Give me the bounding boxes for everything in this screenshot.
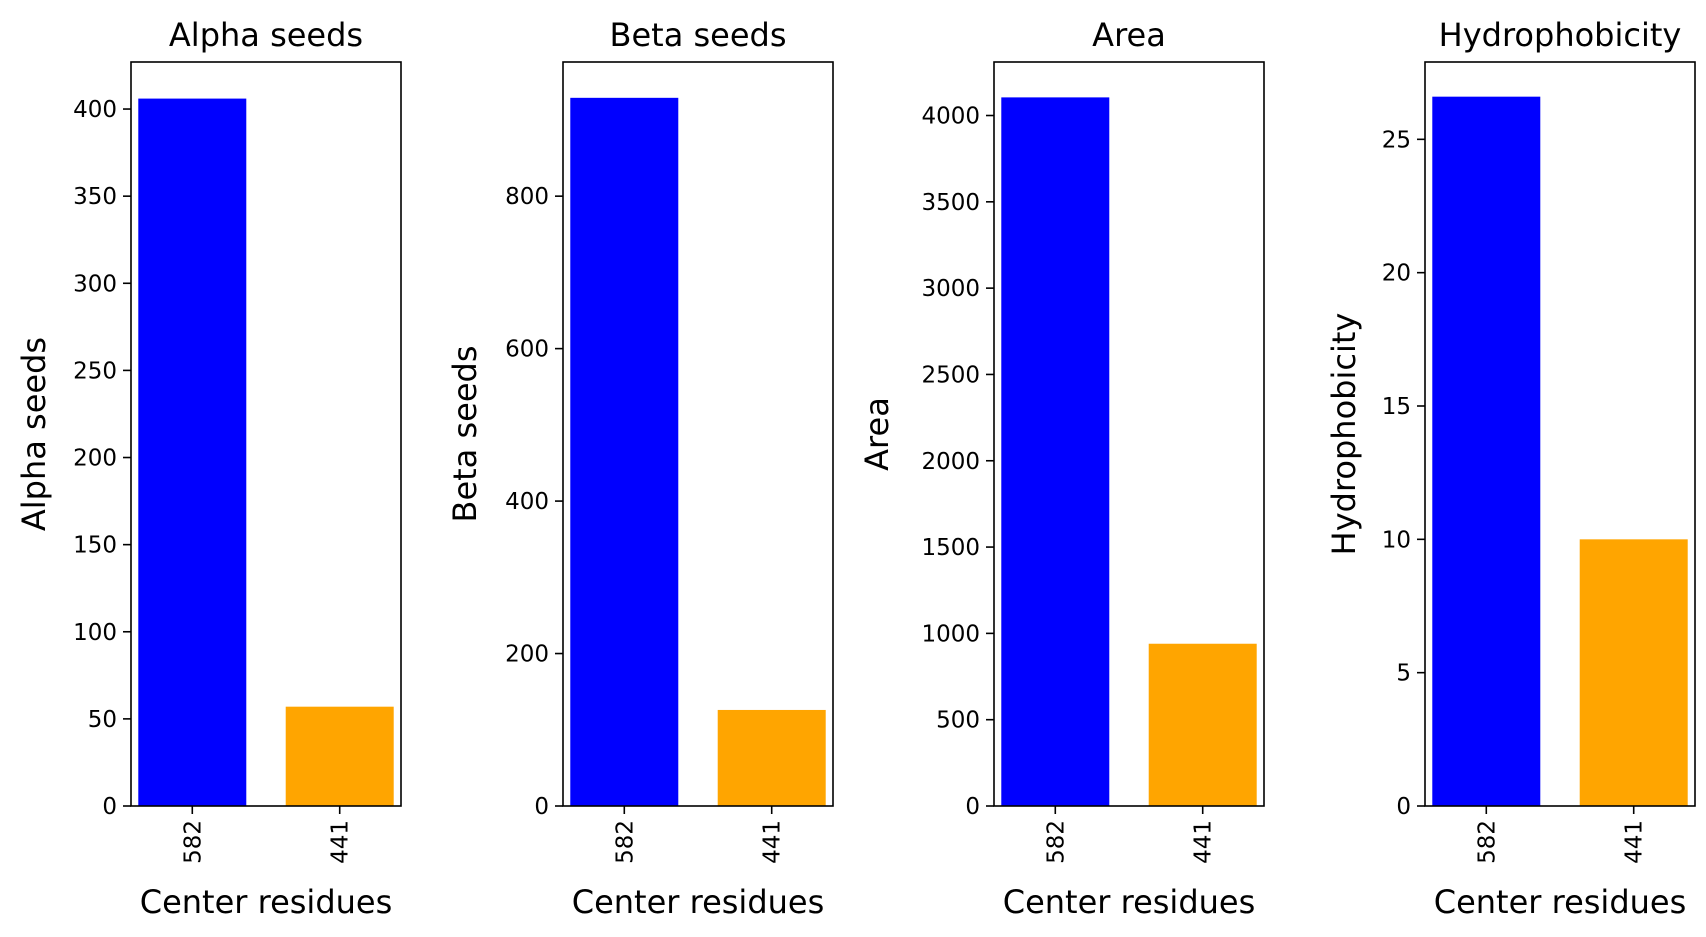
x-axis-label: Center residues	[572, 883, 825, 921]
y-tick-label: 350	[73, 184, 117, 210]
y-tick-label: 250	[73, 358, 117, 384]
y-tick-label: 400	[73, 97, 117, 123]
x-tick-label: 441	[328, 820, 354, 864]
axes-frame	[130, 61, 402, 807]
y-tick-label: 100	[73, 620, 117, 646]
bar-441	[285, 706, 394, 806]
x-tick-label: 441	[760, 820, 786, 864]
subplot-4: 0 5 10 15 20 25 582 441 Hydrophobicity Center res…	[1325, 16, 1696, 921]
x-tick-label: 582	[1043, 820, 1069, 864]
x-tick-label: 441	[1191, 820, 1217, 864]
y-tick-label: 3000	[921, 276, 980, 302]
y-tick-label: 0	[102, 794, 117, 820]
bar-441	[717, 709, 826, 806]
y-tick-label: 50	[88, 707, 117, 733]
y-tick-label: 2500	[921, 362, 980, 388]
subplot-2: 0 200 400 600 800 582 441 Beta seeds Center resi…	[446, 16, 834, 921]
y-tick-label: 1000	[921, 621, 980, 647]
y-tick-label: 2000	[921, 449, 980, 475]
axes-frame	[993, 61, 1265, 807]
y-tick-label: 10	[1382, 527, 1411, 553]
x-tick-label: 582	[180, 820, 206, 864]
y-tick-label: 25	[1382, 127, 1411, 153]
y-tick-label: 4000	[921, 104, 980, 130]
bar-582	[1001, 97, 1110, 807]
x-tick-label: 582	[1474, 820, 1500, 864]
chart-title: Alpha seeds	[169, 16, 363, 54]
y-axis-label: Alpha seeds	[15, 337, 53, 531]
y-tick-label: 15	[1382, 394, 1411, 420]
bar-441	[1579, 539, 1688, 806]
bar-582	[570, 97, 679, 806]
y-tick-label: 3500	[921, 190, 980, 216]
y-tick-label: 600	[505, 337, 549, 363]
bar-441	[1148, 643, 1257, 806]
y-axis-label: Beta seeds	[446, 346, 484, 523]
y-tick-label: 20	[1382, 261, 1411, 287]
y-tick-label: 0	[965, 794, 980, 820]
axes-frame	[562, 61, 834, 807]
bar-582	[138, 98, 247, 807]
y-tick-label: 150	[73, 533, 117, 559]
y-tick-label: 200	[73, 446, 117, 472]
y-tick-label: 500	[936, 708, 980, 734]
subplot-3: 0 500 1000 1500 2000 2500 3000 3500 4000 582 441 Ar…	[858, 16, 1265, 921]
y-axis-label: Area	[858, 397, 896, 471]
x-axis-label: Center residues	[140, 883, 393, 921]
x-axis-label: Center residues	[1434, 883, 1687, 921]
chart-title: Area	[1092, 16, 1166, 54]
y-tick-label: 200	[505, 642, 549, 668]
y-tick-label: 0	[1396, 794, 1411, 820]
y-axis-label: Hydrophobicity	[1325, 313, 1363, 556]
y-tick-label: 400	[505, 489, 549, 515]
y-tick-label: 0	[534, 794, 549, 820]
chart-title: Beta seeds	[610, 16, 787, 54]
subplot-1: 0 50 100 150 200 250 300 350 400 582 441 Alpha seed…	[15, 16, 402, 921]
y-tick-label: 5	[1396, 661, 1411, 687]
bar-582	[1432, 96, 1541, 806]
chart-title: Hydrophobicity	[1439, 16, 1682, 54]
x-axis-label: Center residues	[1003, 883, 1256, 921]
y-tick-label: 1500	[921, 535, 980, 561]
x-tick-label: 582	[612, 820, 638, 864]
y-tick-label: 800	[505, 184, 549, 210]
axes-frame	[1424, 61, 1696, 807]
y-tick-label: 300	[73, 271, 117, 297]
x-tick-label: 441	[1622, 820, 1648, 864]
